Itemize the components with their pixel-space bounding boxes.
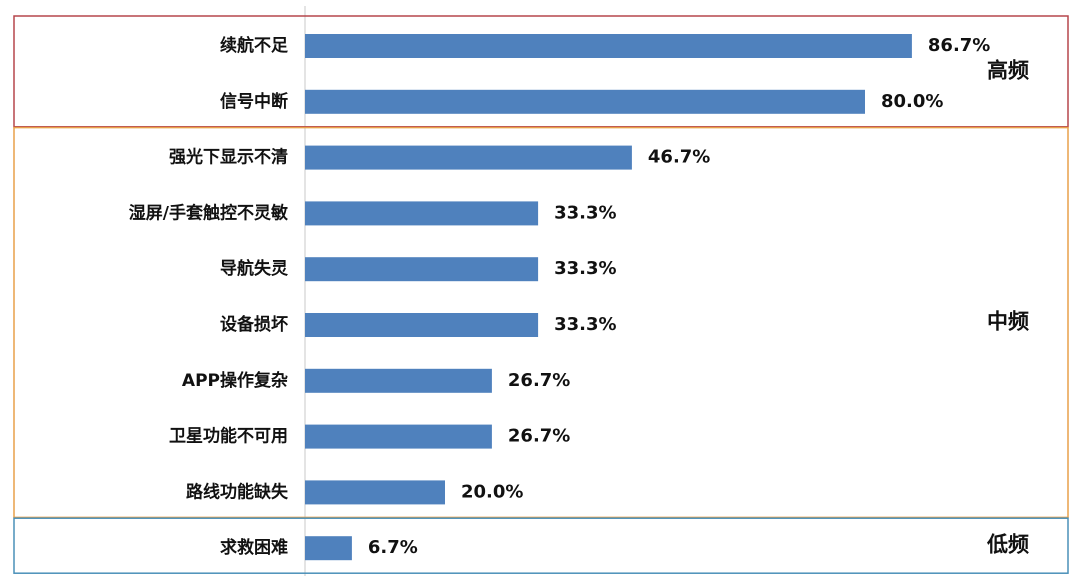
group-label: 低频	[986, 533, 1029, 557]
category-label: 信号中断	[220, 91, 288, 112]
bar	[305, 257, 539, 282]
bar	[305, 313, 539, 337]
value-label: 26.7%	[508, 370, 570, 391]
value-label: 26.7%	[508, 426, 570, 447]
value-label: 86.7%	[928, 35, 990, 56]
category-label: 卫星功能不可用	[169, 426, 288, 447]
bar	[305, 201, 539, 226]
category-label: 导航失灵	[220, 258, 289, 279]
bar	[305, 480, 445, 505]
value-label: 20.0%	[461, 481, 523, 502]
category-label: 湿屏/手套触控不灵敏	[129, 202, 288, 223]
category-label: 求救困难	[220, 537, 288, 558]
bar	[305, 145, 632, 170]
value-label: 6.7%	[368, 537, 418, 558]
value-label: 33.3%	[554, 258, 616, 279]
group-label: 中频	[987, 310, 1029, 334]
bar	[305, 368, 492, 393]
value-label: 33.3%	[554, 314, 616, 335]
bar	[305, 89, 865, 114]
value-label: 33.3%	[554, 202, 616, 223]
category-label: 路线功能缺失	[186, 481, 289, 502]
group-label: 高频	[987, 58, 1029, 82]
value-label: 80.0%	[881, 91, 943, 112]
group-box	[13, 126, 1069, 519]
category-label: 设备损坏	[220, 314, 288, 335]
group-box	[13, 15, 1069, 128]
bar	[305, 536, 352, 561]
value-label: 46.7%	[648, 147, 710, 168]
category-label: 续航不足	[220, 35, 288, 56]
category-label: 强光下显示不清	[169, 147, 288, 168]
bar	[305, 34, 912, 58]
group-box	[13, 517, 1069, 574]
bar	[305, 424, 492, 449]
category-label: APP操作复杂	[182, 370, 288, 391]
